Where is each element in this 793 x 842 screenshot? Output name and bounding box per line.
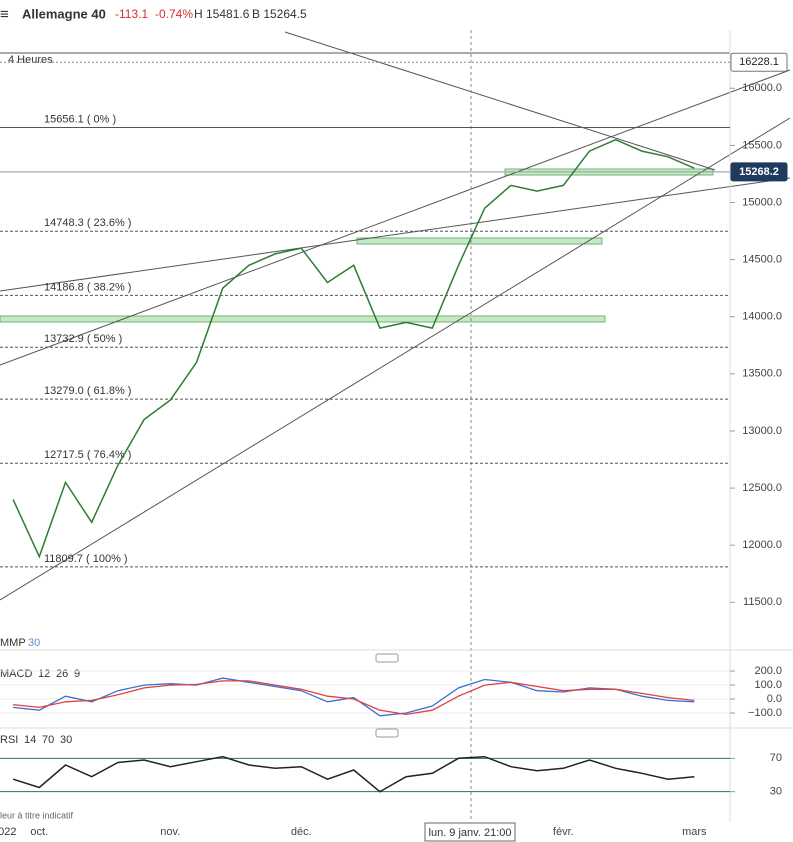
- y-tick-label: 14000.0: [742, 311, 782, 323]
- y-tick-label: 11500.0: [743, 596, 782, 608]
- fib-label: 14186.8 ( 38.2% ): [44, 281, 131, 293]
- high: H 15481.6: [194, 7, 250, 21]
- indicator-line: [13, 680, 695, 716]
- trendline: [0, 69, 791, 366]
- trendline: [0, 177, 791, 292]
- y-tick-label: 12000.0: [742, 539, 782, 551]
- ma-period: 30: [28, 637, 40, 649]
- zone: [0, 315, 606, 323]
- y-tick-label: 13000.0: [742, 425, 782, 437]
- rsi-param: 30: [60, 734, 72, 746]
- low: B 15264.5: [252, 7, 307, 21]
- y-tick-label: −100.0: [748, 707, 782, 719]
- x-tick-label: févr.: [553, 826, 574, 838]
- disclaimer: leur à titre indicatif: [0, 810, 74, 820]
- macd-title: MACD: [0, 668, 32, 680]
- y-tick-label: 14500.0: [742, 254, 782, 266]
- trendline: [0, 117, 791, 601]
- y-tick-label: 70: [770, 752, 782, 764]
- resize-handle[interactable]: [375, 653, 399, 663]
- trendline: [284, 31, 716, 171]
- fib-label: 12717.5 ( 76.4% ): [44, 449, 131, 461]
- y-tick-label: 15000.0: [742, 196, 782, 208]
- y-tick-label: 12500.0: [742, 482, 782, 494]
- x-tick-label: mars: [682, 826, 707, 838]
- fib-label: 15656.1 ( 0% ): [44, 113, 116, 125]
- y-tick-label: 0.0: [767, 693, 782, 705]
- x-tick-label: oct.: [30, 826, 48, 838]
- x-tick-label: déc.: [291, 826, 312, 838]
- crosshair-box: [424, 822, 516, 842]
- price-box: [730, 52, 788, 72]
- fib-label: 13279.0 ( 61.8% ): [44, 385, 131, 397]
- rsi-param: 70: [42, 734, 54, 746]
- rsi-param: 14: [24, 734, 36, 746]
- timeframe: 4 Heures: [8, 54, 53, 66]
- x-tick-label: nov.: [160, 826, 180, 838]
- zone: [356, 237, 603, 245]
- price-box: [730, 162, 788, 182]
- price-box-label: 15268.2: [739, 166, 779, 178]
- fib-label: 13732.9 ( 50% ): [44, 333, 122, 345]
- macd-param: 26: [56, 668, 68, 680]
- ma-label: MMP: [0, 637, 26, 649]
- y-tick-label: 15500.0: [742, 139, 782, 151]
- change-pct: -0.74%: [155, 7, 193, 21]
- y-tick-label: 200.0: [754, 665, 782, 677]
- y-tick-label: 100.0: [754, 679, 782, 691]
- fib-label: 14748.3 ( 23.6% ): [44, 217, 131, 229]
- macd-param: 9: [74, 668, 80, 680]
- symbol: Allemagne 40: [22, 6, 106, 21]
- price-line: [12, 138, 695, 559]
- menu-icon[interactable]: ≡: [0, 6, 9, 23]
- rsi-title: RSI: [0, 734, 18, 746]
- fib-label: 11809.7 ( 100% ): [44, 553, 128, 565]
- resize-handle[interactable]: [375, 728, 399, 738]
- y-tick-label: 16000.0: [742, 82, 782, 94]
- corner-label: 2022: [0, 826, 16, 838]
- price-box-label: 16228.1: [739, 56, 779, 68]
- y-tick-label: 13500.0: [742, 368, 782, 380]
- price-line: [12, 755, 695, 793]
- macd-param: 12: [38, 668, 50, 680]
- y-tick-label: 30: [770, 786, 782, 798]
- change: -113.1: [115, 7, 148, 21]
- crosshair-label: lun. 9 janv. 21:00: [429, 827, 512, 839]
